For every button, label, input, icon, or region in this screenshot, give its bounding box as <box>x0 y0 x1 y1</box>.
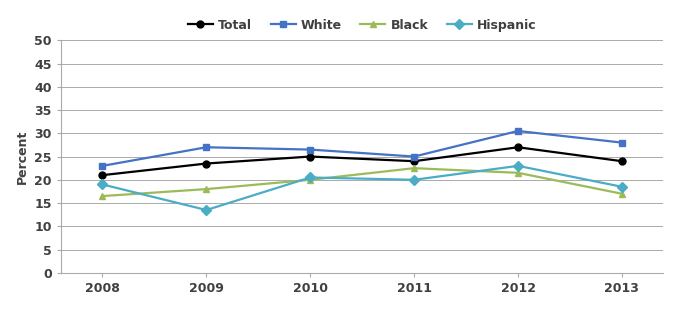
Y-axis label: Percent: Percent <box>16 129 29 184</box>
Black <box>514 171 522 175</box>
Hispanic <box>514 164 522 168</box>
Hispanic <box>618 185 626 188</box>
Hispanic <box>410 178 418 182</box>
Black <box>618 192 626 196</box>
Line: White: White <box>99 127 626 169</box>
Black <box>98 194 106 198</box>
Total <box>410 159 418 163</box>
Total <box>98 173 106 177</box>
White <box>202 145 211 149</box>
Total <box>202 162 211 166</box>
Hispanic <box>202 208 211 212</box>
White <box>306 148 314 151</box>
Black <box>306 178 314 182</box>
Black <box>202 187 211 191</box>
White <box>98 164 106 168</box>
Hispanic <box>98 183 106 186</box>
White <box>618 141 626 144</box>
Line: Black: Black <box>99 165 626 200</box>
White <box>514 129 522 133</box>
Hispanic <box>306 175 314 179</box>
White <box>410 155 418 158</box>
Total <box>306 155 314 158</box>
Line: Hispanic: Hispanic <box>99 162 626 214</box>
Black <box>410 166 418 170</box>
Legend: Total, White, Black, Hispanic: Total, White, Black, Hispanic <box>188 19 537 32</box>
Total <box>618 159 626 163</box>
Total <box>514 145 522 149</box>
Line: Total: Total <box>99 144 626 179</box>
